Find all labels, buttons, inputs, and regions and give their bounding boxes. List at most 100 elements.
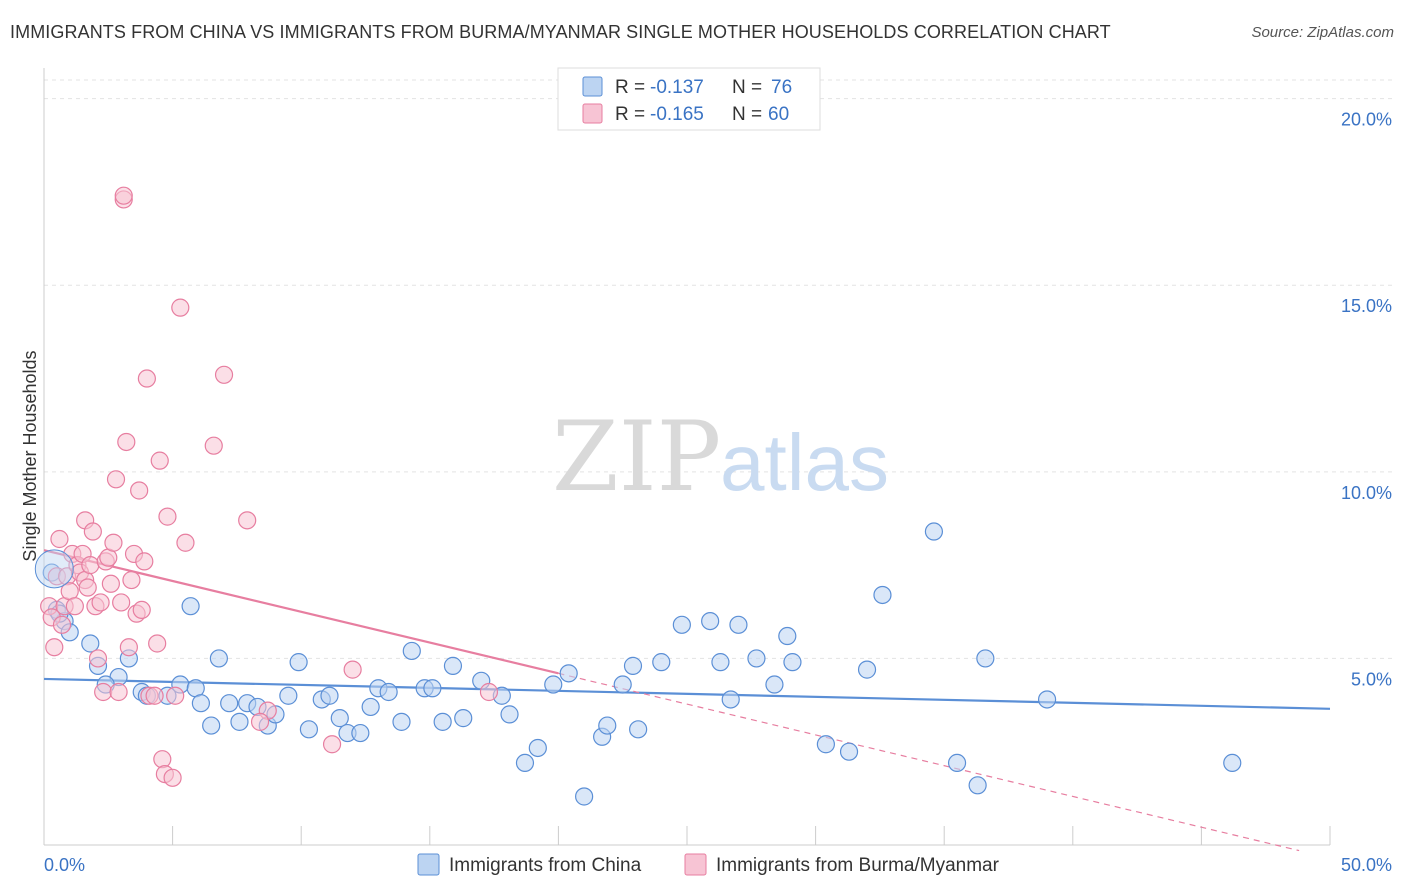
point-s0-73: [1037, 690, 1057, 709]
point-s1-55: [250, 712, 270, 731]
point-s0-38: [423, 679, 442, 698]
trend-lines: [43, 549, 1331, 852]
point-s1-51: [214, 365, 234, 384]
point-s0-51: [598, 716, 617, 735]
point-s0-58: [711, 653, 730, 672]
point-s1-25: [101, 574, 120, 593]
point-s0-62: [765, 675, 784, 694]
bottom-legend-swatch-china: [417, 853, 440, 876]
point-s0-69: [924, 522, 944, 541]
point-s1-59: [114, 186, 133, 205]
point-s0-24: [279, 686, 298, 705]
point-s0-26: [299, 720, 319, 739]
legend-swatch-burma: [582, 103, 603, 124]
point-s1-22: [94, 682, 113, 702]
chart-title: IMMIGRANTS FROM CHINA VS IMMIGRANTS FROM…: [10, 22, 1111, 42]
point-s1-32: [119, 638, 138, 657]
point-s0-54: [629, 720, 648, 739]
point-s0-47: [544, 675, 563, 694]
point-s0-15: [191, 694, 210, 713]
bottom-legend-label-china: Immigrants from China: [449, 855, 642, 876]
point-s1-16: [78, 578, 97, 597]
point-s1-39: [137, 369, 156, 388]
point-s0-45: [515, 753, 535, 773]
watermark: ZIP atlas: [552, 401, 889, 513]
trend-extension-s1: [558, 672, 1300, 852]
bottom-legend-label-burma: Immigrants from Burma/Myanmar: [716, 855, 1000, 876]
data-points: [34, 186, 1242, 806]
point-s0-31: [351, 723, 370, 743]
point-s1-44: [153, 750, 172, 769]
legend-r-label-burma: R =: [615, 104, 645, 125]
point-s0-60: [729, 615, 748, 634]
y-tick-label-2: 15.0%: [1341, 296, 1392, 316]
point-s1-43: [150, 451, 169, 470]
point-s0-63: [778, 626, 797, 646]
x-tick-label-1: 50.0%: [1341, 855, 1392, 875]
point-s1-57: [343, 660, 362, 679]
legend-r-value-burma: -0.165: [650, 104, 704, 125]
point-cluster-china: [34, 549, 74, 589]
y-tick-label-1: 10.0%: [1341, 483, 1392, 503]
point-s0-67: [857, 660, 877, 679]
legend-n-label-china: N =: [732, 77, 762, 98]
legend-n-label-burma: N =: [732, 104, 762, 125]
legend-n-value-burma: 60: [768, 104, 789, 125]
point-s1-46: [158, 507, 177, 526]
point-s1-2: [45, 638, 64, 657]
point-s0-19: [230, 712, 249, 731]
point-s0-66: [839, 742, 859, 761]
point-s1-36: [130, 481, 149, 500]
point-s0-44: [500, 705, 519, 724]
point-s0-72: [976, 649, 995, 668]
point-s1-50: [176, 533, 195, 552]
y-axis-label: Single Mother Households: [20, 350, 40, 561]
point-s0-59: [721, 690, 740, 709]
legend-r-label-china: R =: [615, 77, 645, 98]
point-s1-18: [83, 522, 102, 541]
point-s1-20: [88, 649, 108, 668]
point-s0-56: [672, 615, 691, 634]
legend-n-value-china: 76: [771, 77, 792, 98]
legend-r-value-china: -0.137: [650, 77, 704, 98]
point-s0-68: [873, 585, 892, 605]
point-s1-29: [112, 593, 131, 612]
tick-labels: 5.0% 10.0% 15.0% 20.0% 0.0% 50.0%: [44, 110, 1392, 875]
axes: [43, 68, 1331, 846]
point-s1-58: [479, 682, 499, 702]
point-s0-17: [209, 649, 228, 668]
point-s1-4: [50, 529, 69, 549]
point-s1-52: [204, 436, 223, 455]
point-s1-41: [145, 686, 164, 705]
watermark-zip: ZIP: [552, 401, 721, 513]
watermark-atlas: atlas: [720, 418, 889, 507]
point-s0-57: [701, 611, 720, 631]
grid-lines: [44, 79, 1392, 659]
point-s1-33: [122, 570, 141, 590]
point-s0-4: [81, 634, 100, 653]
source-label: Source: ZipAtlas.com: [1251, 24, 1394, 41]
point-s0-65: [816, 735, 835, 754]
point-s1-48: [166, 686, 185, 705]
point-s0-49: [575, 787, 594, 806]
point-s0-13: [181, 597, 200, 616]
bottom-legend: Immigrants from China Immigrants from Bu…: [417, 853, 1000, 876]
point-s1-53: [238, 511, 257, 530]
point-s1-31: [117, 432, 136, 452]
point-s1-27: [106, 470, 126, 489]
point-s0-25: [289, 653, 308, 672]
point-s1-37: [132, 600, 151, 620]
point-s1-26: [104, 533, 123, 552]
point-s0-41: [454, 709, 473, 728]
point-s0-61: [747, 649, 766, 668]
y-tick-label-3: 20.0%: [1341, 110, 1392, 130]
bottom-legend-swatch-burma: [684, 853, 707, 876]
point-s1-42: [148, 634, 167, 653]
point-s0-29: [330, 709, 349, 728]
point-s0-39: [433, 712, 452, 731]
point-s1-28: [109, 682, 128, 702]
trend-line-s0: [43, 677, 1331, 710]
point-s1-17: [81, 556, 100, 575]
point-s0-28: [320, 686, 339, 705]
x-tick-label-0: 0.0%: [44, 855, 85, 875]
